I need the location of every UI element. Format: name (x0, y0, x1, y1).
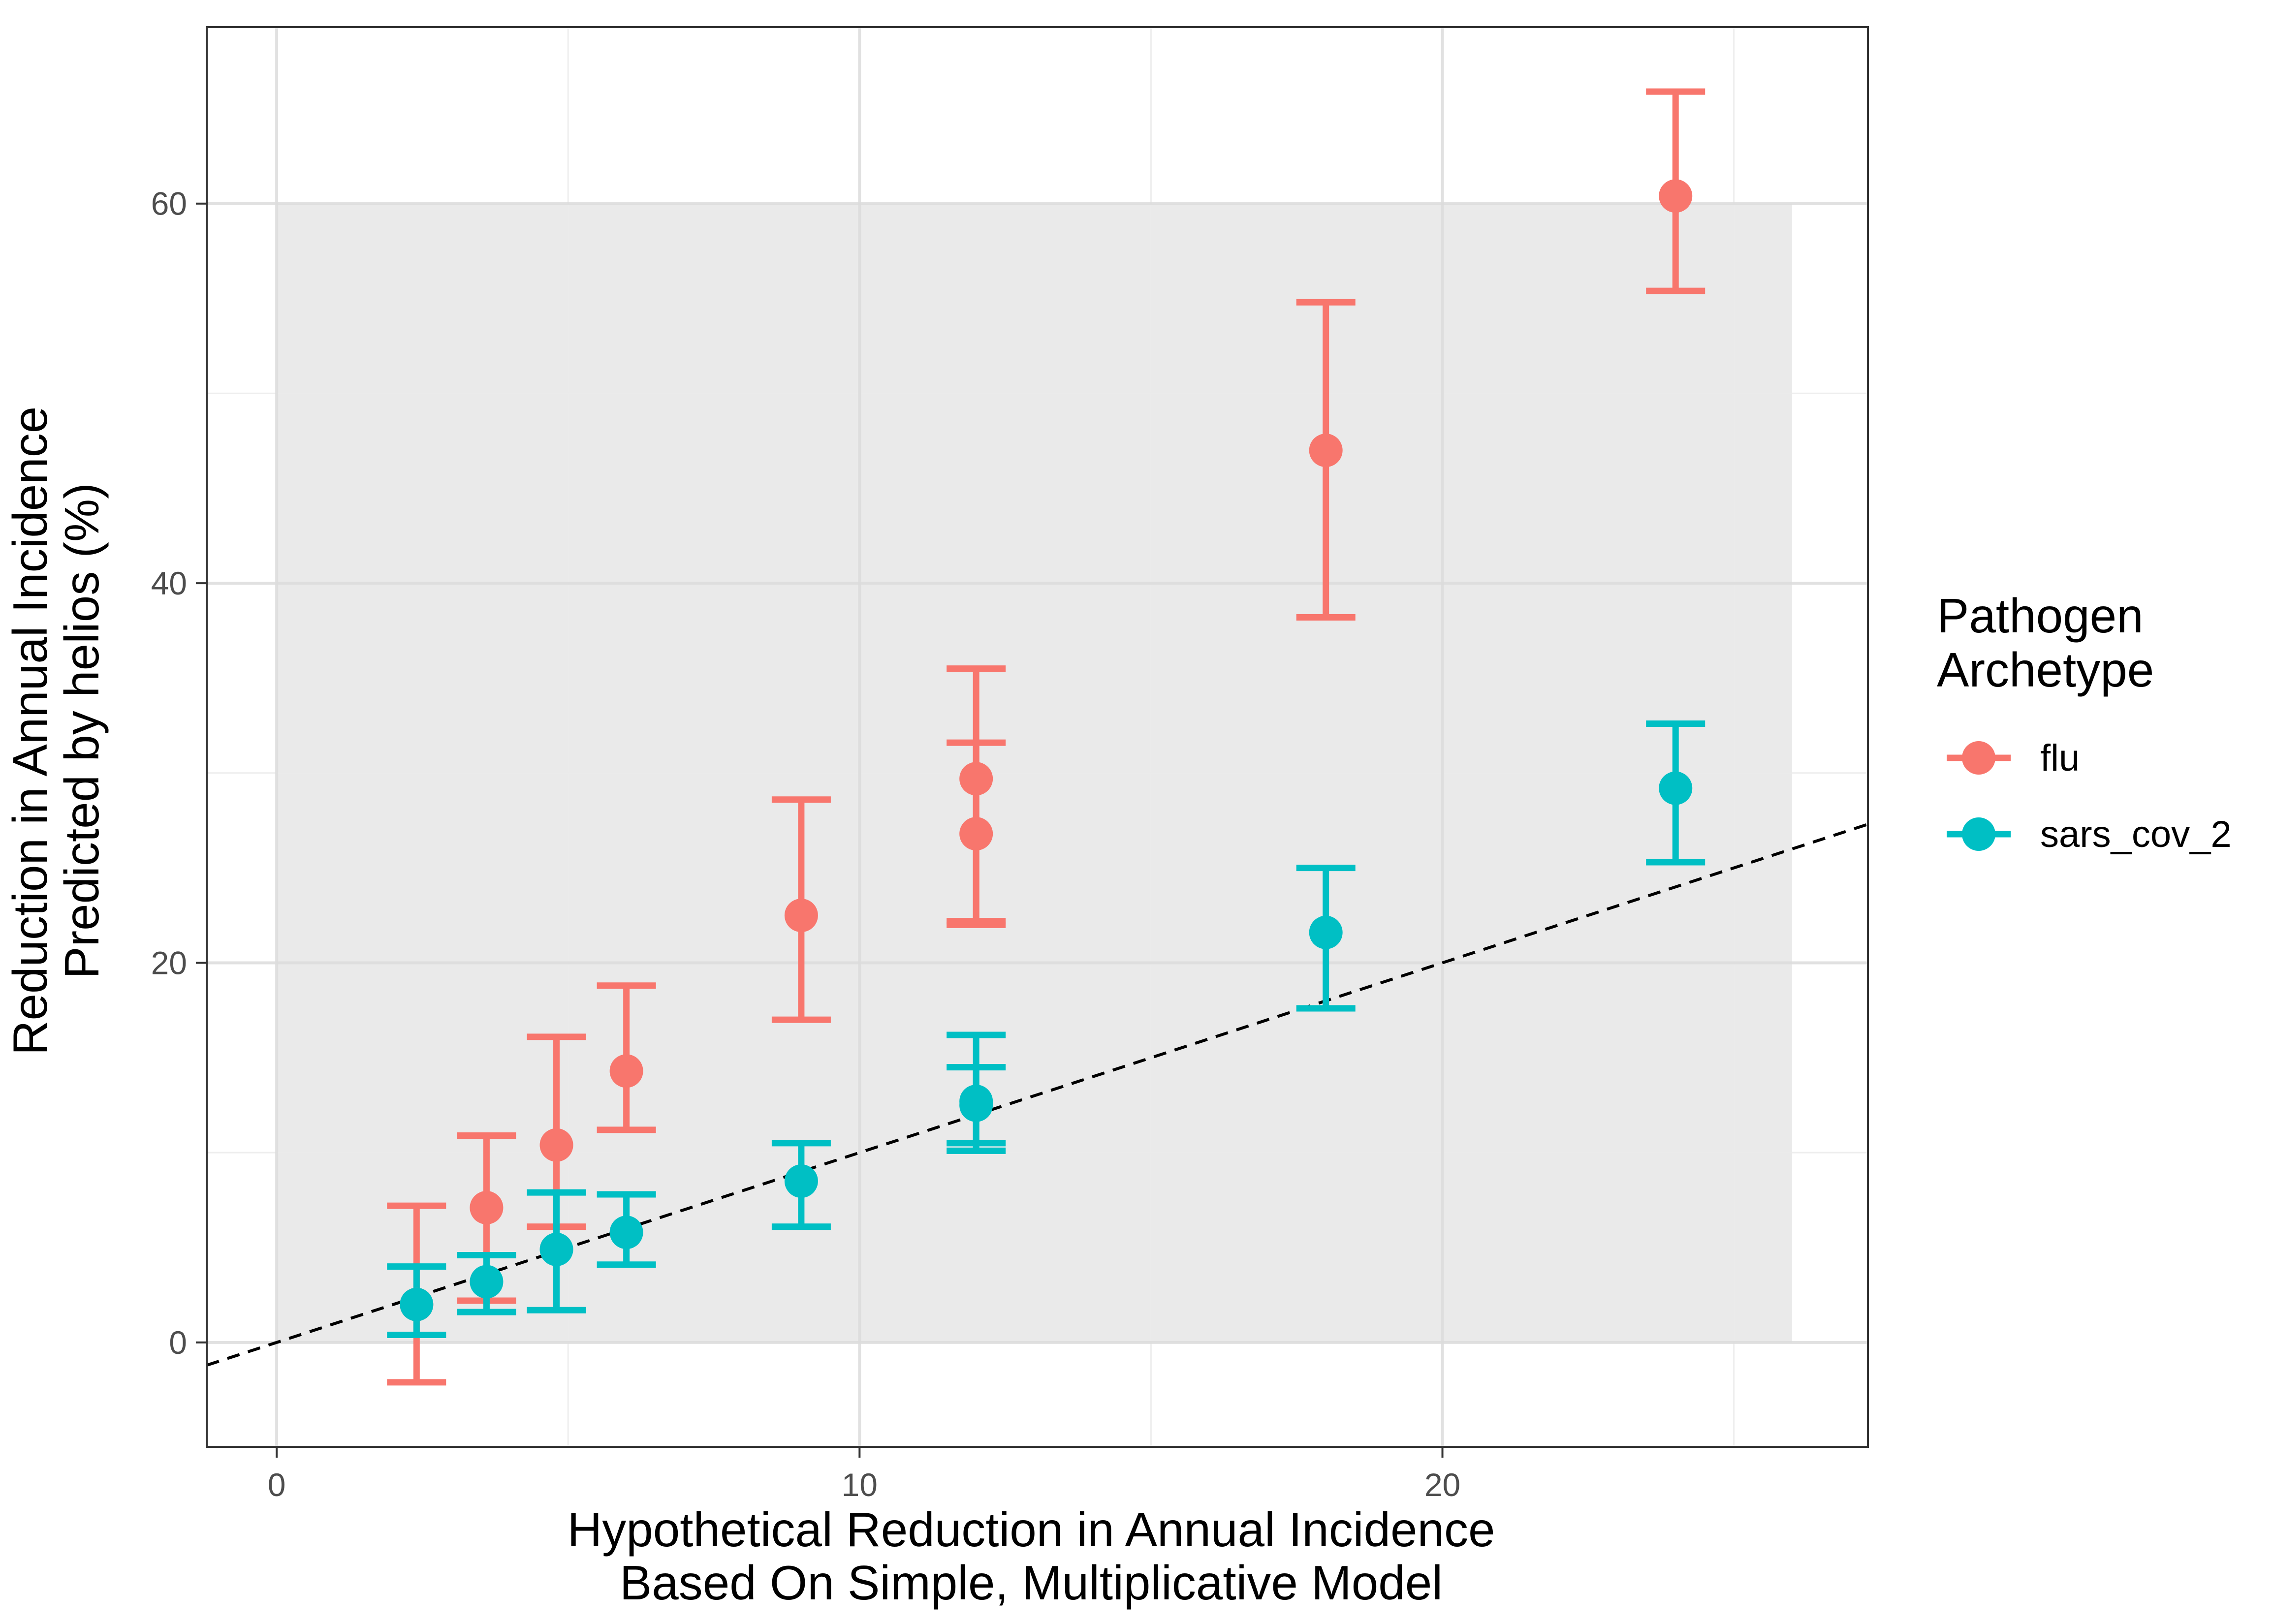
x-tick-label: 0 (268, 1467, 286, 1503)
y-axis-label-line-2: Predicted by helios (%) (55, 483, 109, 979)
data-point-flu (959, 762, 993, 796)
point-layer (400, 179, 1693, 1321)
error-bar-layer (387, 88, 1706, 1386)
data-point-flu (1659, 179, 1693, 213)
legend-key-point-sars_cov_2 (1962, 817, 1995, 851)
legend-key-point-flu (1962, 741, 1995, 775)
y-tick-label: 0 (169, 1324, 187, 1361)
data-point-flu (1309, 434, 1343, 468)
data-point-sars_cov_2 (959, 1088, 993, 1122)
points-sars_cov_2 (400, 771, 1693, 1321)
y-axis-label-line-1: Reduction in Annual Incidence (3, 406, 57, 1056)
data-point-sars_cov_2 (784, 1164, 818, 1198)
data-point-flu (959, 817, 993, 851)
legend: Pathogen Archetype flu sars_cov_2 (1937, 589, 2232, 855)
x-tick-label: 10 (842, 1467, 878, 1503)
x-axis-label-line-2: Based On Simple, Multiplicative Model (620, 1556, 1443, 1610)
data-point-flu (784, 899, 818, 933)
legend-title-line-2: Archetype (1937, 643, 2154, 697)
y-tick-label: 60 (151, 186, 187, 222)
legend-keys: flu sars_cov_2 (1947, 737, 2232, 855)
data-point-sars_cov_2 (470, 1265, 504, 1299)
grid-layer (207, 27, 1868, 1447)
x-axis-ticks: 0 10 20 (268, 1447, 1460, 1503)
data-point-flu (539, 1128, 573, 1162)
data-point-sars_cov_2 (1659, 771, 1693, 805)
y-axis-ticks: 0 20 40 60 (151, 186, 207, 1361)
plot-panel-border (206, 26, 1869, 1448)
legend-label-sars_cov_2: sars_cov_2 (2040, 813, 2232, 855)
data-point-sars_cov_2 (1309, 915, 1343, 949)
legend-key-flu: flu (1947, 737, 2080, 779)
legend-label-flu: flu (2040, 737, 2080, 779)
legend-title-line-1: Pathogen (1937, 589, 2144, 643)
data-point-sars_cov_2 (539, 1232, 573, 1266)
x-axis-label-line-1: Hypothetical Reduction in Annual Inciden… (567, 1502, 1495, 1557)
data-point-flu (470, 1191, 504, 1225)
x-tick-label: 20 (1424, 1467, 1460, 1503)
y-tick-label: 40 (151, 565, 187, 601)
legend-key-sars_cov_2: sars_cov_2 (1947, 813, 2232, 855)
data-point-flu (609, 1054, 643, 1088)
data-point-sars_cov_2 (400, 1287, 434, 1321)
data-point-sars_cov_2 (609, 1216, 643, 1249)
y-tick-label: 20 (151, 944, 187, 981)
